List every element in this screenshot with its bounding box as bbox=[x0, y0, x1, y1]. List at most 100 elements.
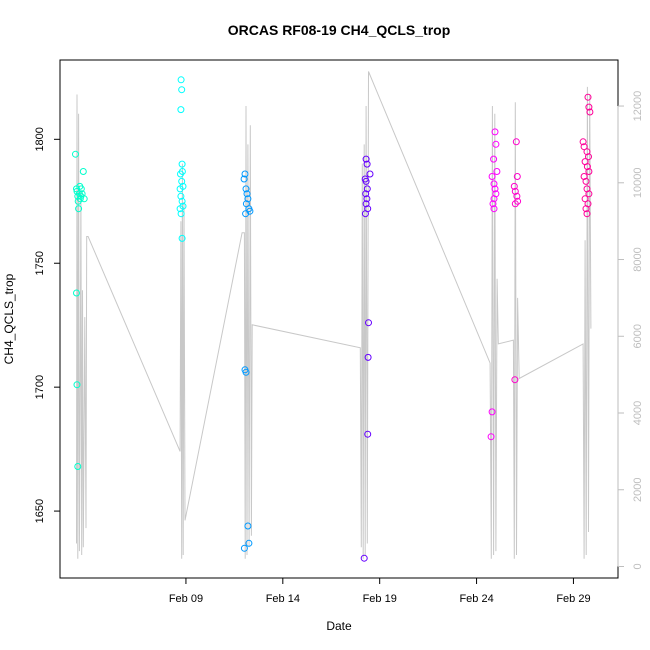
data-point bbox=[178, 197, 186, 205]
data-point bbox=[362, 190, 370, 198]
data-point bbox=[511, 187, 519, 195]
data-point bbox=[583, 163, 591, 171]
data-point bbox=[511, 376, 519, 384]
data-point bbox=[176, 185, 184, 193]
data-point bbox=[80, 195, 88, 203]
data-point bbox=[585, 190, 593, 198]
data-point bbox=[240, 544, 248, 552]
series-3 bbox=[360, 155, 374, 562]
data-point bbox=[490, 155, 498, 163]
data-point bbox=[73, 381, 81, 389]
data-point bbox=[583, 148, 591, 156]
data-point bbox=[242, 185, 250, 193]
x-tick-label: Feb 19 bbox=[363, 593, 397, 605]
data-point bbox=[362, 177, 370, 185]
data-point bbox=[364, 353, 372, 361]
data-point bbox=[362, 200, 370, 208]
series-5 bbox=[510, 138, 522, 384]
data-point bbox=[79, 168, 87, 175]
y2-tick-label: 8000 bbox=[632, 247, 644, 271]
x-axis-label: Date bbox=[326, 619, 352, 633]
y2-tick-label: 4000 bbox=[632, 401, 644, 425]
data-point bbox=[242, 368, 250, 376]
data-point bbox=[178, 86, 186, 94]
altitude-layer bbox=[76, 71, 592, 559]
data-point bbox=[579, 138, 587, 146]
data-point bbox=[178, 234, 186, 242]
data-point bbox=[365, 319, 372, 327]
y-tick-label: 1800 bbox=[34, 127, 46, 151]
data-point bbox=[585, 153, 592, 161]
data-point bbox=[580, 143, 588, 151]
data-point bbox=[245, 539, 253, 547]
data-point bbox=[488, 173, 496, 180]
x-tick-label: Feb 24 bbox=[459, 593, 493, 605]
data-point bbox=[490, 195, 498, 203]
y2-tick-label: 12000 bbox=[632, 91, 644, 122]
data-point bbox=[244, 195, 252, 203]
data-point bbox=[178, 177, 186, 185]
data-point bbox=[581, 195, 589, 203]
y-axis-label: CH4_QCLS_trop bbox=[2, 273, 16, 364]
y-tick-label: 1650 bbox=[34, 499, 46, 523]
y-axis: 1650 1700 1750 1800 bbox=[34, 127, 60, 523]
y2-tick-label: 6000 bbox=[632, 324, 644, 348]
data-point bbox=[585, 103, 593, 111]
data-point bbox=[366, 170, 374, 178]
data-point bbox=[242, 210, 250, 218]
data-point bbox=[493, 168, 501, 175]
data-point bbox=[177, 170, 184, 178]
data-point bbox=[582, 177, 590, 185]
y-tick-label: 1750 bbox=[34, 251, 46, 275]
data-point bbox=[489, 200, 497, 208]
y2-tick-label: 10000 bbox=[632, 167, 644, 198]
x-tick-label: Feb 29 bbox=[556, 593, 590, 605]
data-point bbox=[584, 93, 592, 101]
y2-tick-label: 0 bbox=[632, 563, 644, 569]
data-point bbox=[582, 205, 590, 213]
series-2 bbox=[240, 170, 254, 552]
data-point bbox=[362, 155, 370, 163]
data-point bbox=[363, 160, 371, 168]
data-point bbox=[585, 168, 593, 175]
data-point bbox=[488, 408, 496, 416]
data-point bbox=[75, 205, 83, 213]
data-point bbox=[73, 289, 80, 297]
y2-tick-label: 2000 bbox=[632, 478, 644, 502]
data-point bbox=[241, 170, 249, 178]
data-point bbox=[511, 200, 519, 208]
series-4 bbox=[487, 128, 501, 441]
data-point bbox=[491, 128, 499, 136]
data-point bbox=[74, 463, 82, 470]
data-point bbox=[487, 433, 495, 441]
chart-title: ORCAS RF08-19 CH4_QCLS_trop bbox=[228, 22, 451, 38]
x-axis: Feb 09 Feb 14 Feb 19 Feb 24 Feb 29 bbox=[169, 578, 591, 605]
data-point bbox=[177, 76, 185, 84]
data-point bbox=[363, 195, 371, 203]
data-point bbox=[491, 185, 499, 193]
data-point bbox=[244, 522, 252, 530]
x-tick-label: Feb 09 bbox=[169, 593, 203, 605]
series-1 bbox=[176, 76, 187, 242]
data-point bbox=[240, 175, 248, 183]
data-point bbox=[513, 173, 521, 180]
data-point bbox=[77, 185, 85, 193]
data-point bbox=[510, 182, 518, 190]
y-tick-label: 1700 bbox=[34, 375, 46, 399]
data-point bbox=[360, 554, 368, 562]
data-point bbox=[243, 190, 251, 198]
data-point bbox=[176, 205, 184, 213]
data-point bbox=[363, 185, 371, 193]
data-point bbox=[512, 138, 520, 146]
x-tick-label: Feb 14 bbox=[266, 593, 300, 605]
data-point bbox=[178, 160, 186, 168]
data-point bbox=[177, 106, 185, 114]
data-point bbox=[490, 180, 498, 188]
series-6 bbox=[579, 93, 594, 218]
data-point bbox=[72, 150, 79, 158]
data-point bbox=[177, 210, 185, 218]
points-layer bbox=[72, 76, 594, 562]
data-point bbox=[583, 210, 591, 218]
